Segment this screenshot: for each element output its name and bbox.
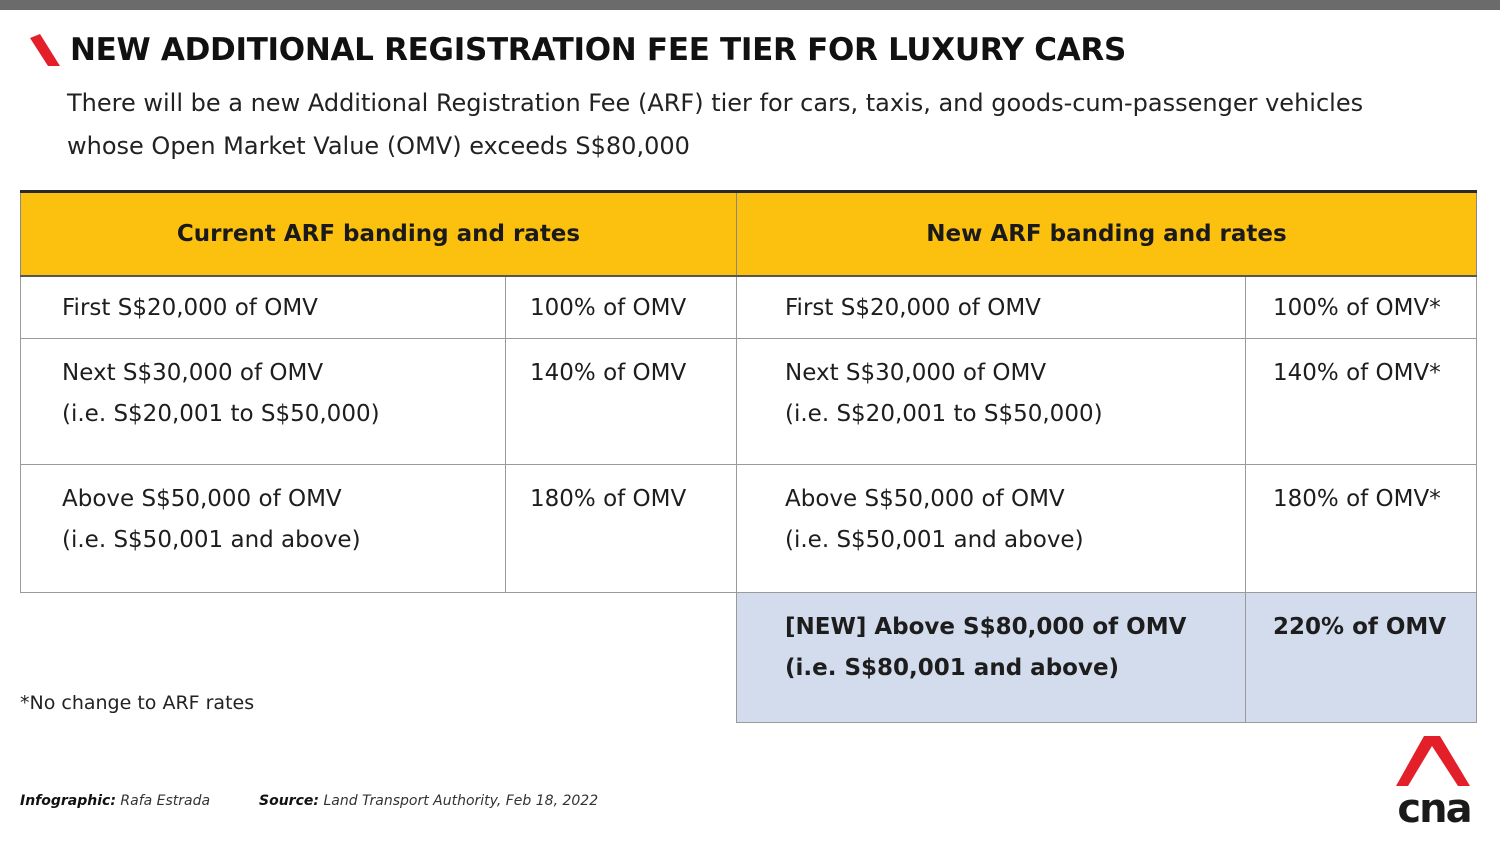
current-rate-cell: 140% of OMV [505,338,737,465]
new-tier-rate-cell: 220% of OMV [1245,592,1477,723]
current-band-cell: First S$20,000 of OMV [20,275,506,339]
current-band-cell: Above S$50,000 of OMV (i.e. S$50,001 and… [20,464,506,593]
new-tier-band-cell: [NEW] Above S$80,000 of OMV (i.e. S$80,0… [736,592,1246,723]
table-row: Above S$50,000 of OMV (i.e. S$50,001 and… [20,464,1477,593]
table-row: First S$20,000 of OMV 100% of OMV First … [20,275,1477,339]
top-bar [0,0,1500,10]
band-text: Next S$30,000 of OMV [785,360,1047,386]
red-slash-icon [30,34,60,66]
band-text: First S$20,000 of OMV [785,294,1041,321]
subtitle: There will be a new Additional Registrat… [67,82,1487,168]
header-new-arf: New ARF banding and rates [736,190,1477,277]
band-range-text: (i.e. S$20,001 to S$50,000) [785,401,1103,427]
new-band-cell: First S$20,000 of OMV [736,275,1246,339]
source-credit: Land Transport Authority, Feb 18, 2022 [323,793,599,809]
source-label: Source: [259,793,319,809]
band-range-text: (i.e. S$20,001 to S$50,000) [62,401,380,427]
band-text: Above S$50,000 of OMV [62,486,342,512]
new-rate-cell: 100% of OMV* [1245,275,1477,339]
new-band-cell: Next S$30,000 of OMV (i.e. S$20,001 to S… [736,338,1246,465]
infographic-label: Infographic: [20,793,116,809]
header-current-arf: Current ARF banding and rates [20,190,737,277]
table-row: Next S$30,000 of OMV (i.e. S$20,001 to S… [20,338,1477,465]
table-header-row: Current ARF banding and rates New ARF ba… [20,190,1477,277]
band-text: [NEW] Above S$80,000 of OMV [785,614,1187,640]
title-row: NEW ADDITIONAL REGISTRATION FEE TIER FOR… [30,30,1126,70]
credits: Infographic: Rafa Estrada Source: Land T… [20,793,598,809]
current-band-cell: Next S$30,000 of OMV (i.e. S$20,001 to S… [20,338,506,465]
new-rate-cell: 180% of OMV* [1245,464,1477,593]
empty-cell [20,592,737,723]
infographic-credit: Rafa Estrada [120,793,211,809]
band-text: Next S$30,000 of OMV [62,360,324,386]
current-rate-cell: 180% of OMV [505,464,737,593]
new-band-cell: Above S$50,000 of OMV (i.e. S$50,001 and… [736,464,1246,593]
new-rate-cell: 140% of OMV* [1245,338,1477,465]
band-text: First S$20,000 of OMV [62,294,318,321]
band-text: Above S$50,000 of OMV [785,486,1065,512]
band-range-text: (i.e. S$50,001 and above) [785,527,1084,553]
arf-comparison-table: Current ARF banding and rates New ARF ba… [20,190,1477,723]
current-rate-cell: 100% of OMV [505,275,737,339]
subtitle-line-1: There will be a new Additional Registrat… [67,89,1364,117]
page-title: NEW ADDITIONAL REGISTRATION FEE TIER FOR… [70,32,1127,68]
cna-logo-icon [1396,736,1470,786]
subtitle-line-2: whose Open Market Value (OMV) exceeds S$… [67,132,690,160]
footnote: *No change to ARF rates [20,692,255,714]
band-range-text: (i.e. S$80,001 and above) [785,655,1120,681]
table-row-new-tier: [NEW] Above S$80,000 of OMV (i.e. S$80,0… [20,592,1477,723]
cna-logo-text: cna [1397,786,1472,832]
band-range-text: (i.e. S$50,001 and above) [62,527,361,553]
